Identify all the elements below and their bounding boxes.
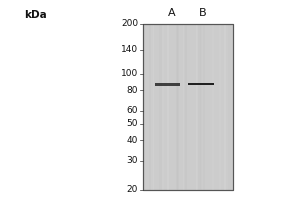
Bar bbox=[196, 24, 198, 190]
Bar bbox=[203, 24, 205, 190]
Bar bbox=[151, 24, 154, 190]
Bar bbox=[155, 83, 180, 86]
Text: 30: 30 bbox=[127, 156, 138, 165]
Bar bbox=[200, 24, 202, 190]
Text: 200: 200 bbox=[121, 20, 138, 28]
Bar bbox=[176, 24, 178, 190]
Text: 40: 40 bbox=[127, 136, 138, 145]
Text: kDa: kDa bbox=[24, 10, 47, 20]
Bar bbox=[177, 24, 178, 190]
Bar bbox=[142, 24, 232, 190]
Bar bbox=[230, 24, 233, 190]
Bar bbox=[162, 24, 164, 190]
Bar bbox=[159, 24, 162, 190]
Text: 80: 80 bbox=[127, 86, 138, 95]
Bar bbox=[196, 24, 201, 190]
Text: 140: 140 bbox=[121, 45, 138, 54]
Text: A: A bbox=[168, 8, 176, 18]
Bar bbox=[167, 24, 169, 190]
Text: 50: 50 bbox=[127, 119, 138, 128]
Bar bbox=[184, 24, 187, 190]
Text: B: B bbox=[199, 8, 207, 18]
Text: 60: 60 bbox=[127, 106, 138, 115]
Bar bbox=[142, 24, 232, 190]
Bar bbox=[149, 24, 153, 190]
Bar bbox=[219, 24, 221, 190]
Text: 20: 20 bbox=[127, 186, 138, 194]
Bar bbox=[229, 24, 232, 190]
Bar bbox=[224, 24, 226, 190]
Bar bbox=[188, 83, 214, 85]
Bar bbox=[212, 24, 214, 190]
Bar bbox=[183, 24, 185, 190]
Text: 100: 100 bbox=[121, 69, 138, 78]
